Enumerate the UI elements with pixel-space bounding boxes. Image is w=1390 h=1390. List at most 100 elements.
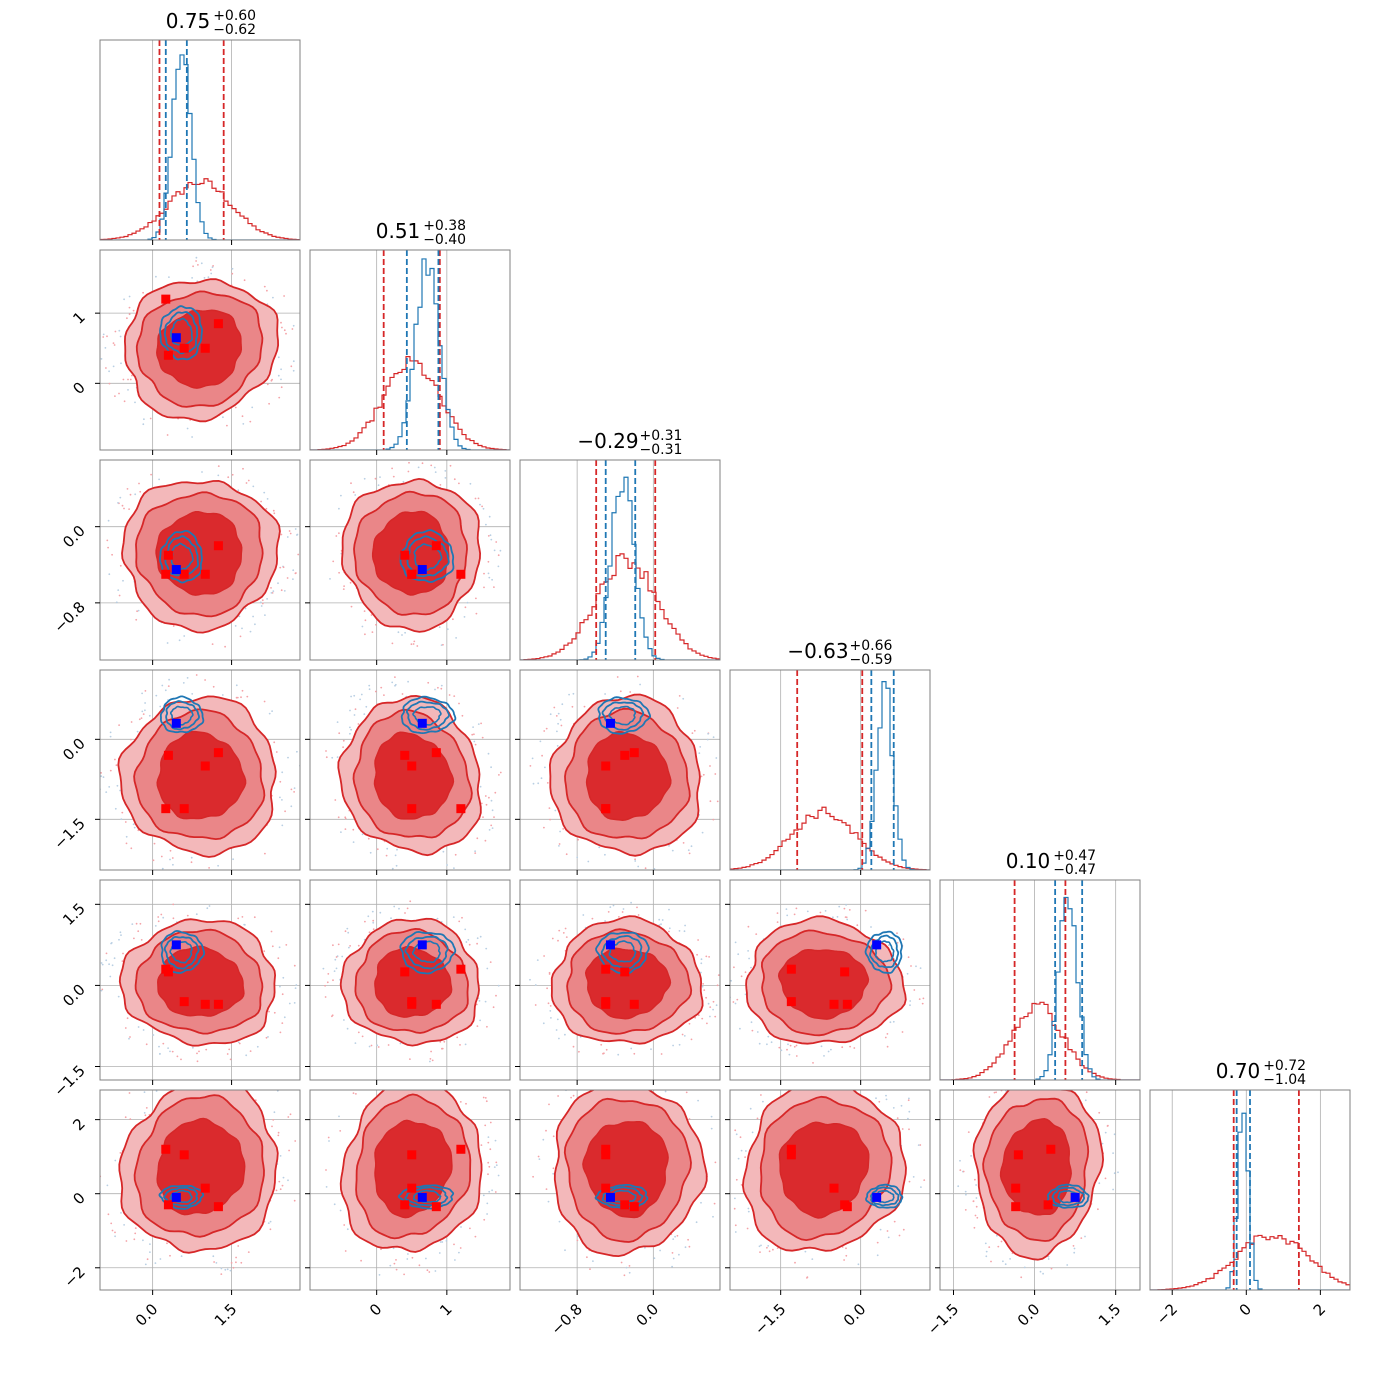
sample-dot (117, 502, 119, 504)
sample-dot (268, 1010, 270, 1013)
sample-dot (747, 1207, 750, 1210)
sample-dot (487, 1136, 490, 1138)
sample-dot (671, 849, 674, 852)
sample-dot (444, 470, 447, 472)
sample-dot (557, 939, 559, 942)
sample-dot (551, 937, 554, 940)
sample-dot (337, 816, 340, 819)
sample-dot (838, 905, 841, 908)
sample-dot (402, 480, 405, 483)
sample-dot (668, 927, 671, 930)
sample-dot (137, 609, 140, 612)
sample-dot (202, 876, 204, 878)
blue-contour-mid (165, 700, 200, 731)
sample-dot (1042, 1272, 1044, 1275)
panel-frame (939, 1089, 1141, 1291)
sample-dot (458, 1251, 460, 1254)
sample-dot (363, 713, 366, 715)
red-marker (163, 550, 173, 560)
sample-dot (100, 775, 103, 778)
sample-dot (471, 733, 474, 736)
sample-dot (169, 849, 172, 852)
sample-dot (429, 1060, 431, 1063)
sample-dot (168, 678, 171, 681)
sample-dot (171, 857, 174, 859)
sample-dot (206, 907, 209, 910)
sample-dot (976, 1216, 979, 1219)
sample-dot (209, 269, 212, 271)
red-marker (179, 1150, 189, 1160)
sample-dot (134, 1227, 137, 1229)
sample-dot (166, 642, 169, 644)
sample-dot (891, 1086, 893, 1088)
sample-dot (131, 923, 134, 925)
sample-dot (164, 689, 167, 692)
sample-dot (407, 470, 410, 473)
sample-dot (293, 1199, 296, 1202)
sample-dot (279, 780, 282, 783)
sample-dot (572, 692, 575, 695)
red-marker (213, 748, 223, 758)
panel-frame (309, 1089, 511, 1291)
sample-dot (486, 1025, 488, 1028)
sample-dot (150, 473, 153, 476)
sample-dot (548, 973, 551, 975)
sample-dot (446, 628, 449, 631)
sample-dot (124, 821, 127, 823)
sample-dot (1073, 1251, 1076, 1254)
sample-dot (234, 406, 237, 409)
sample-dot (1038, 1071, 1040, 1073)
sample-dot (430, 1050, 432, 1053)
sample-dot (475, 1003, 478, 1006)
sample-dot (279, 1155, 282, 1157)
sample-dot (108, 382, 111, 385)
y-tick-label: 1.5 (59, 899, 89, 929)
sample-dot (440, 644, 443, 646)
sample-dot (876, 1241, 879, 1244)
sample-dot (120, 362, 122, 365)
sample-dot (565, 936, 568, 938)
sample-dot (678, 1253, 680, 1256)
sample-dot (119, 496, 122, 499)
sample-dot (406, 1258, 409, 1260)
sample-dot (440, 687, 443, 690)
sample-dot (532, 1175, 534, 1178)
sample-dot (249, 630, 252, 633)
sample-dot (372, 928, 375, 931)
sample-dot (459, 1044, 461, 1046)
sample-dot (249, 420, 252, 423)
sample-dot (406, 907, 409, 910)
sample-dot (590, 1084, 592, 1086)
sample-dot (959, 1159, 961, 1162)
sample-dot (149, 1251, 151, 1253)
sample-dot (391, 681, 394, 684)
sample-dot (578, 1050, 580, 1053)
sample-dot (237, 1245, 240, 1247)
red-marker (431, 748, 441, 758)
panel-frame (519, 669, 721, 871)
sample-dot (1098, 1182, 1101, 1185)
sample-dot (780, 1049, 783, 1052)
sample-dot (435, 1070, 437, 1072)
sample-dot (439, 1041, 442, 1043)
sample-dot (208, 867, 211, 869)
sample-dot (553, 706, 556, 709)
panel-4-3 (725, 879, 931, 1085)
sample-dot (625, 1085, 627, 1087)
red-marker (620, 1200, 630, 1210)
sample-dot (845, 916, 848, 919)
sample-dot (416, 1077, 418, 1079)
x-tick-label: 1 (436, 1300, 455, 1319)
sample-dot (688, 1022, 691, 1025)
sample-dot (154, 925, 157, 927)
sample-dot (361, 625, 364, 628)
sample-dot (547, 1200, 550, 1203)
panel-4-4 (939, 879, 1141, 1085)
sample-dot (340, 494, 342, 497)
sample-dot (490, 766, 492, 769)
sample-dot (846, 918, 849, 921)
sample-dot (571, 705, 574, 708)
sample-dot (352, 1092, 355, 1094)
sample-dot (220, 1076, 222, 1078)
sample-dot (335, 535, 338, 537)
